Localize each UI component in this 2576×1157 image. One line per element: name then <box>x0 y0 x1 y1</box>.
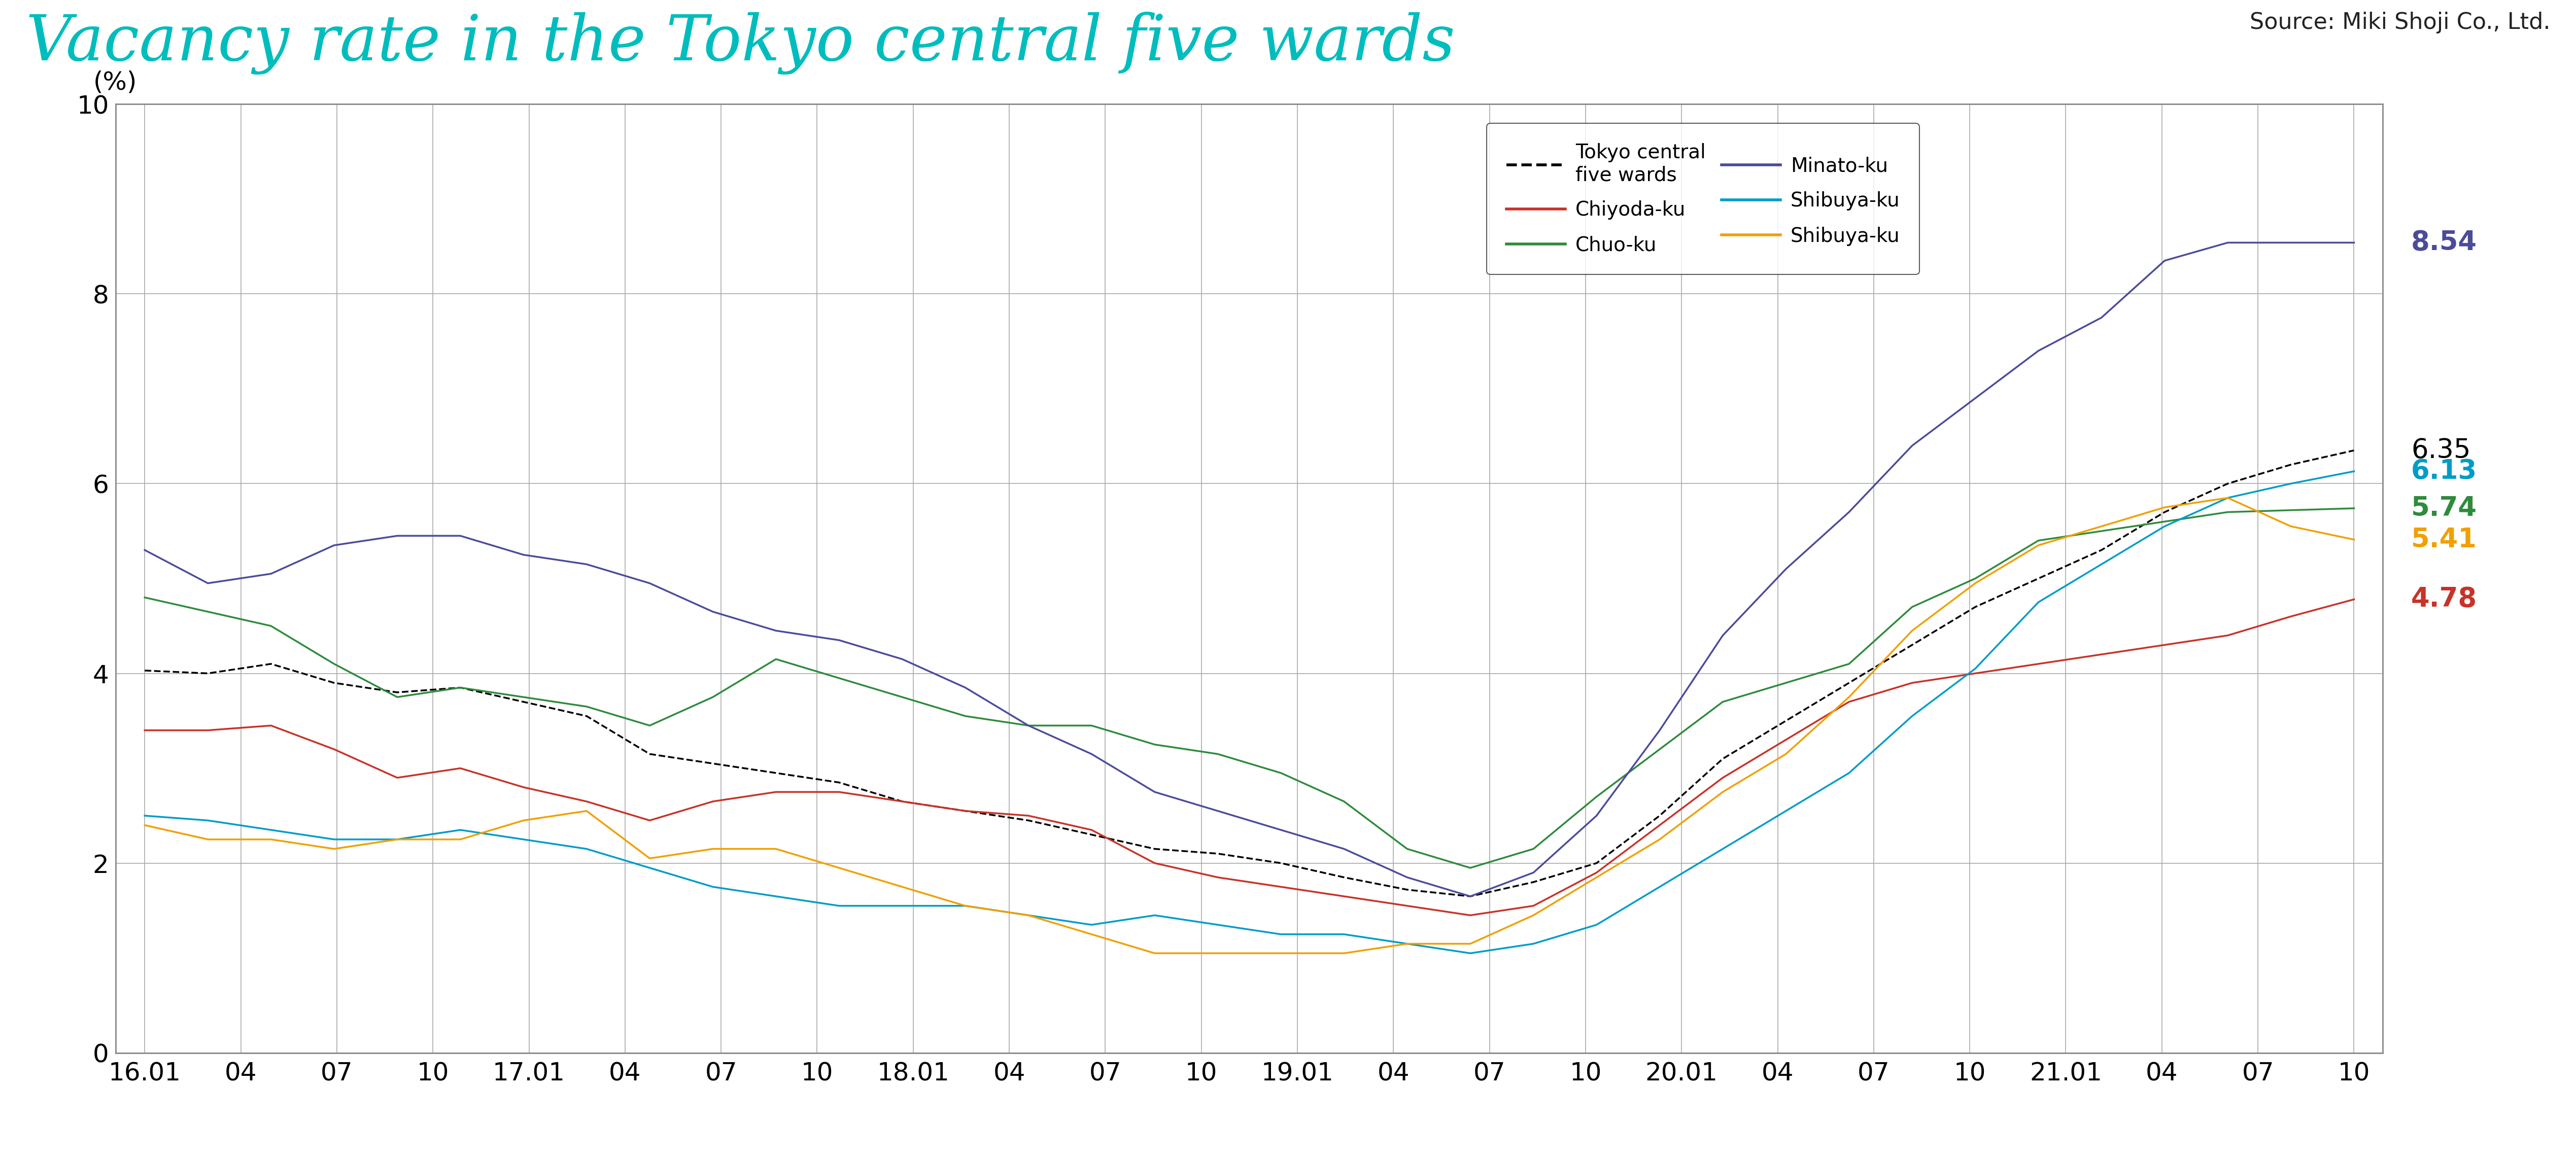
Text: 6.13: 6.13 <box>2411 458 2478 485</box>
Text: 5.41: 5.41 <box>2411 526 2478 553</box>
Text: 5.74: 5.74 <box>2411 495 2478 522</box>
Text: 8.54: 8.54 <box>2411 229 2478 256</box>
Text: Vacancy rate in the Tokyo central five wards: Vacancy rate in the Tokyo central five w… <box>26 12 1455 74</box>
Legend: Tokyo central
five wards, Chiyoda-ku, Chuo-ku, Minato-ku, Shibuya-ku, Shibuya-ku: Tokyo central five wards, Chiyoda-ku, Ch… <box>1486 124 1919 274</box>
Text: 6.35: 6.35 <box>2411 437 2470 464</box>
Text: Source: Miki Shoji Co., Ltd.: Source: Miki Shoji Co., Ltd. <box>2249 12 2550 34</box>
Text: 4.78: 4.78 <box>2411 587 2478 612</box>
Text: (%): (%) <box>93 71 137 95</box>
